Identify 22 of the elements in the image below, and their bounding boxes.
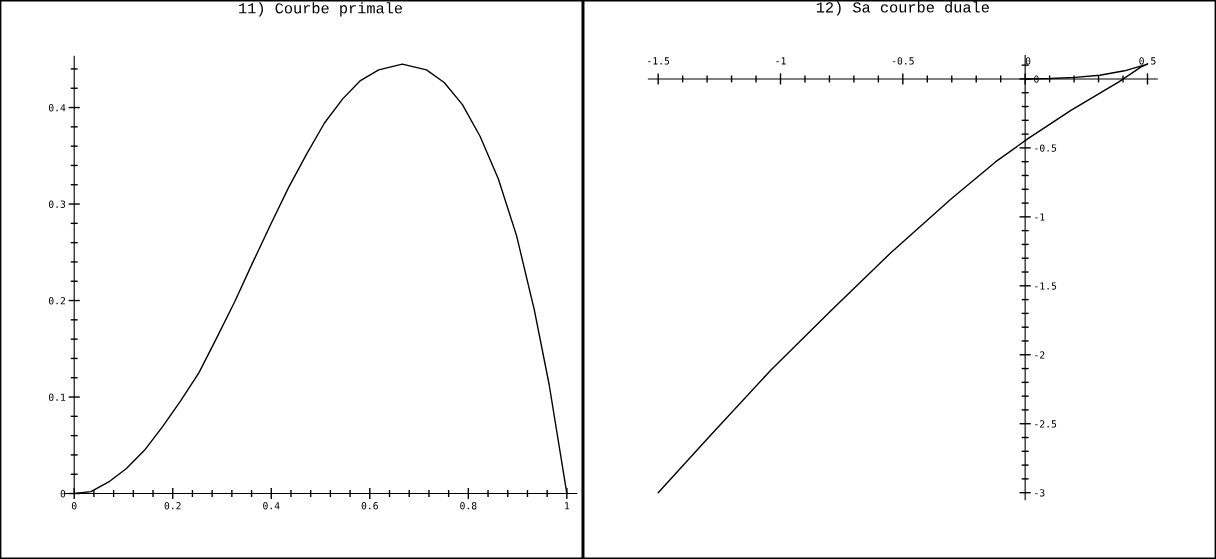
x-tick-label: 0.4: [263, 502, 280, 510]
y-tick-label: 0.2: [48, 297, 66, 305]
y-tick-label: -1: [1035, 213, 1045, 221]
y-tick-label: 0.1: [48, 393, 66, 401]
x-tick-label: 0.2: [164, 502, 181, 510]
x-tick-label: 1: [565, 502, 570, 510]
chart-title: 12) Sa courbe duale: [816, 1, 989, 16]
x-tick-label: -0.5: [892, 57, 914, 65]
y-tick-label: 0.3: [48, 200, 66, 208]
chart-title: 11) Courbe primale: [239, 2, 403, 17]
y-tick-label: -0.5: [1035, 144, 1057, 152]
x-tick-label: -1.5: [648, 57, 670, 65]
x-tick-label: 0: [71, 502, 77, 510]
x-tick-label: -1: [776, 57, 786, 65]
y-tick-label: -2.5: [1035, 420, 1057, 428]
y-tick-label: -3: [1035, 489, 1045, 497]
x-tick-label: 0.8: [460, 502, 477, 510]
x-tick-label: 0.6: [361, 502, 378, 510]
y-tick-label: -1.5: [1035, 282, 1057, 290]
x-tick-label: 0.5: [1139, 57, 1156, 65]
y-tick-label: -2: [1035, 351, 1045, 359]
y-tick-label: 0.4: [48, 104, 66, 112]
